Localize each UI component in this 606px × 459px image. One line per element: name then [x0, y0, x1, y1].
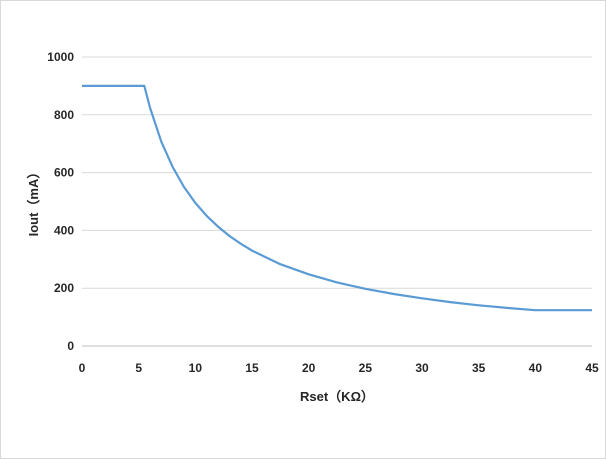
x-tick-label: 45 [585, 361, 599, 375]
y-tick-label: 200 [54, 281, 74, 295]
x-tick-label: 30 [415, 361, 429, 375]
y-tick-label: 600 [54, 166, 74, 180]
y-tick-label: 0 [67, 339, 74, 353]
x-tick-label: 20 [302, 361, 316, 375]
x-axis-ticks: 0 5 10 15 20 25 30 35 40 45 [79, 361, 599, 375]
y-tick-label: 400 [54, 223, 74, 237]
x-tick-label: 10 [189, 361, 203, 375]
y-axis-title: Iout（mA） [26, 166, 41, 237]
y-tick-label: 800 [54, 108, 74, 122]
y-tick-label: 1000 [47, 50, 74, 64]
y-axis-ticks: 0 200 400 600 800 1000 [47, 50, 74, 353]
x-tick-label: 35 [472, 361, 486, 375]
series-line-iout [82, 84, 592, 312]
x-tick-label: 40 [529, 361, 543, 375]
x-tick-label: 5 [135, 361, 142, 375]
x-tick-label: 15 [245, 361, 259, 375]
x-tick-label: 0 [79, 361, 86, 375]
x-tick-label: 25 [359, 361, 373, 375]
x-axis-title: Rset（KΩ） [300, 389, 374, 404]
gridlines [82, 56, 592, 289]
